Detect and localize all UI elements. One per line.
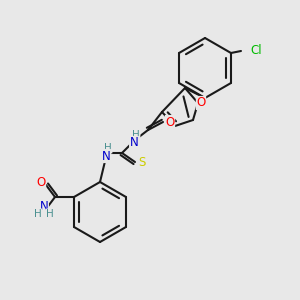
- Text: O: O: [196, 97, 206, 110]
- Text: H: H: [46, 209, 54, 219]
- Text: O: O: [165, 116, 175, 128]
- Text: Cl: Cl: [250, 44, 262, 58]
- Text: H: H: [132, 130, 140, 140]
- Text: N: N: [102, 149, 110, 163]
- Text: O: O: [36, 176, 46, 188]
- Text: S: S: [138, 155, 146, 169]
- Text: N: N: [130, 136, 138, 149]
- Text: N: N: [40, 200, 48, 212]
- Text: H: H: [104, 143, 112, 153]
- Text: H: H: [34, 209, 42, 219]
